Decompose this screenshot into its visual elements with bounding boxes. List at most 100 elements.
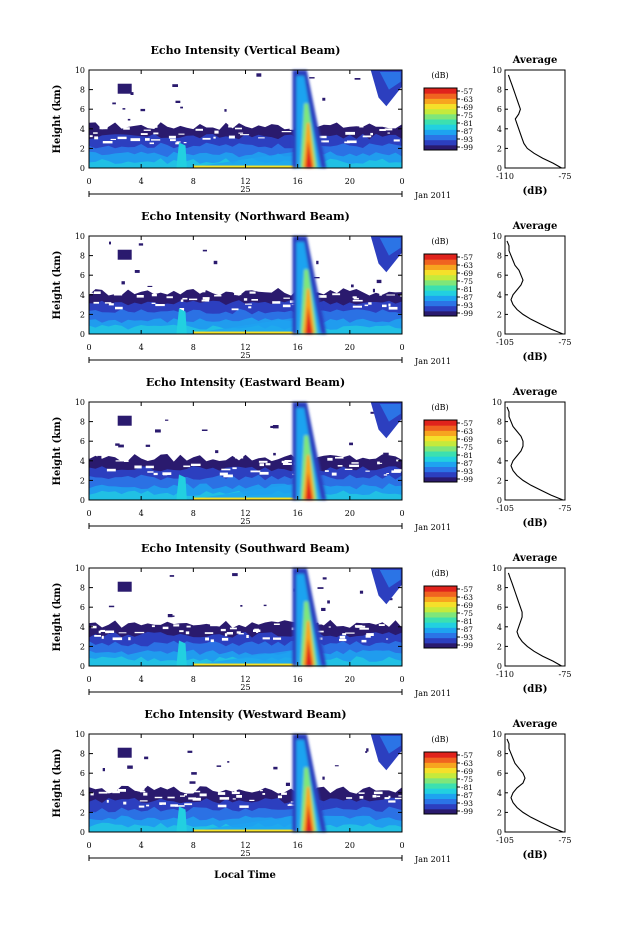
panel-3: Echo Intensity (Eastward Beam) 0 2 4 6 8 10 Hei… — [52, 376, 571, 532]
heatmap-gap — [202, 297, 210, 300]
y-tick-label: 4 — [80, 789, 85, 798]
colorbar-segment — [424, 788, 457, 794]
colorbar-tick-label: -93 — [461, 799, 473, 808]
panel-title: Echo Intensity (Westward Beam) — [144, 708, 346, 721]
heatmap-gap — [106, 630, 115, 633]
heatmap-gap — [344, 141, 350, 144]
heatmap-gap — [140, 791, 146, 793]
colorbar-tick-label: -81 — [461, 451, 473, 460]
profile-line — [506, 738, 564, 833]
colorbar-unit: (dB) — [431, 735, 448, 744]
colorbar-tick-label: -99 — [461, 807, 473, 816]
date-day: 25 — [240, 517, 250, 526]
heatmap-gap — [162, 472, 172, 475]
heatmap-gap — [281, 131, 292, 133]
heatmap-gap — [182, 297, 188, 300]
heatmap-patch — [202, 249, 207, 252]
profile-title: Average — [512, 55, 558, 66]
colorbar-tick-label: -81 — [461, 617, 473, 626]
heatmap-gap — [235, 457, 244, 459]
heatmap-gap — [100, 629, 106, 632]
heatmap-patch — [176, 474, 187, 500]
heatmap-gap — [228, 125, 235, 128]
y-tick-label: 10 — [75, 730, 85, 739]
heatmap-gap — [361, 639, 367, 643]
y-tick-label: 10 — [75, 398, 85, 407]
colorbar-segment — [424, 617, 457, 623]
heatmap-gap — [210, 623, 219, 627]
colorbar-tick-label: -99 — [461, 143, 473, 152]
profile-y-tick-label: 2 — [497, 808, 502, 817]
colorbar-tick-label: -75 — [461, 775, 473, 784]
colorbar-tick-label: -69 — [461, 269, 473, 278]
heatmap-gap — [386, 294, 395, 296]
profile-x-tick-label: -110 — [496, 172, 514, 181]
heatmap-gap — [123, 801, 127, 805]
heatmap-gap — [134, 631, 145, 634]
colorbar-segment — [424, 757, 457, 763]
heatmap-field — [89, 568, 402, 666]
heatmap-gap — [396, 459, 399, 462]
profile-y-tick-label: 8 — [497, 584, 502, 593]
x-tick-label: 12 — [240, 177, 250, 186]
heatmap-gap — [195, 128, 203, 131]
heatmap-gap — [140, 133, 148, 135]
heatmap-gap — [228, 135, 235, 139]
heatmap-gap — [394, 797, 405, 800]
panel-1: Echo Intensity (Vertical Beam) 0 2 4 6 8 10 Hei… — [52, 44, 571, 200]
x-tick-label: 0 — [86, 509, 91, 518]
heatmap-plume — [292, 236, 327, 334]
profile-y-tick-label: 8 — [497, 750, 502, 759]
heatmap-patch — [115, 443, 120, 446]
colorbar-segment — [424, 767, 457, 774]
colorbar-tick-label: -87 — [461, 127, 473, 136]
heatmap-patch — [379, 237, 401, 256]
colorbar-tick-label: -99 — [461, 309, 473, 318]
heatmap-gap — [290, 801, 294, 803]
heatmap-gap — [346, 797, 353, 799]
profile-x-label: (dB) — [523, 850, 548, 861]
heatmap-gap — [384, 128, 393, 131]
heatmap-patch — [191, 772, 197, 775]
heatmap-gap — [238, 132, 244, 134]
heatmap-plume — [292, 734, 327, 832]
colorbar-segment — [424, 425, 457, 431]
colorbar-tick-label: -57 — [461, 419, 473, 428]
colorbar-segment — [424, 632, 457, 639]
heatmap-patch — [270, 425, 274, 428]
colorbar-segment — [424, 435, 457, 442]
heatmap-patch — [155, 429, 161, 433]
x-tick-label: 0 — [399, 675, 404, 684]
colorbar-segment — [424, 430, 457, 436]
x-tick-label: 0 — [86, 343, 91, 352]
colorbar-segment — [424, 461, 457, 467]
heatmap-gap — [282, 304, 291, 308]
heatmap-field — [89, 734, 405, 832]
colorbar-tick-label: -75 — [461, 111, 473, 120]
colorbar-segment — [424, 466, 457, 473]
heatmap-patch — [322, 776, 325, 780]
heatmap-patch — [263, 604, 267, 607]
colorbar-frame — [423, 585, 458, 649]
heatmap-gap — [388, 800, 396, 803]
heatmap-patch — [232, 573, 238, 577]
heatmap-gap — [104, 302, 112, 304]
heatmap-patch — [309, 77, 315, 79]
colorbar-tick-label: -63 — [461, 95, 473, 104]
colorbar-tick-label: -93 — [461, 467, 473, 476]
heatmap-gap — [388, 303, 391, 307]
colorbar-tick-label: -69 — [461, 103, 473, 112]
profile-line — [506, 406, 564, 501]
heatmap-patch — [117, 83, 132, 94]
heatmap-gap — [178, 133, 185, 135]
heatmap-patch — [186, 317, 298, 334]
heatmap-gap — [388, 795, 391, 799]
profile-x-label: (dB) — [523, 518, 548, 529]
heatmap-gap — [256, 631, 259, 633]
colorbar-segment — [424, 772, 457, 779]
heatmap-gap — [202, 137, 211, 140]
heatmap-patch — [313, 277, 320, 279]
heatmap-patch — [327, 600, 330, 604]
heatmap-gap — [206, 457, 217, 460]
date-day: 25 — [240, 351, 250, 360]
